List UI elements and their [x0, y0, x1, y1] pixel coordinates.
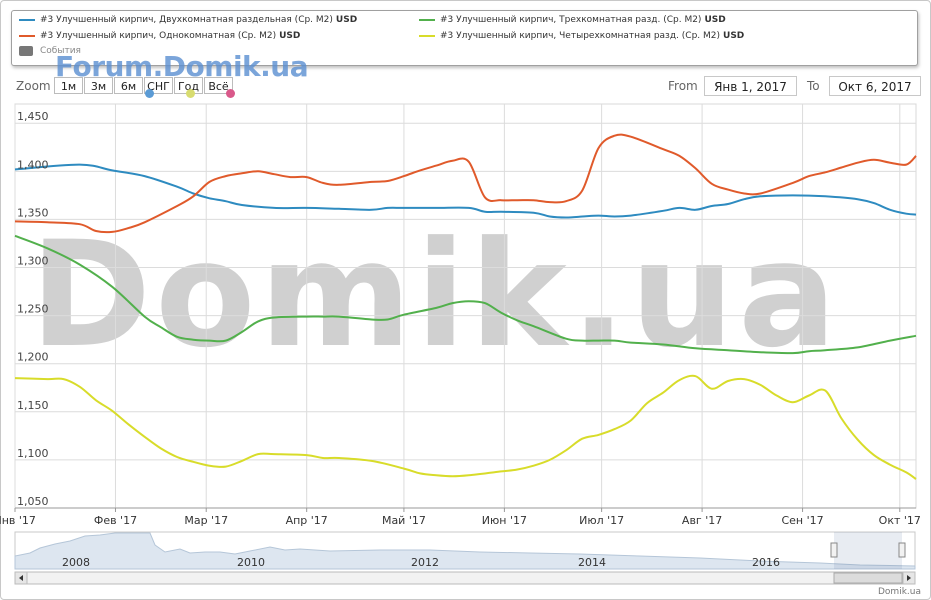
x-tick-label: Май '17 [382, 514, 426, 527]
scrollbar-track[interactable] [14, 571, 916, 585]
y-tick-label: 1,400 [17, 158, 49, 171]
y-tick-label: 1,150 [17, 399, 49, 412]
x-tick-label: Янв '17 [0, 514, 36, 527]
series-line-four-room[interactable] [14, 374, 917, 480]
navigator-area [14, 532, 916, 570]
legend-swatch [419, 19, 435, 21]
range-from-label: From [668, 79, 698, 93]
x-tick-label: Апр '17 [286, 514, 328, 527]
legend-label: #3 Улучшенный кирпич, Двухкомнатная разд… [40, 15, 333, 25]
y-tick-label: 1,050 [17, 495, 49, 508]
plot-area [14, 103, 917, 509]
y-tick-label: 1,100 [17, 447, 49, 460]
navigator-year-label: 2016 [752, 556, 780, 569]
legend-unit: USD [723, 31, 745, 41]
navigator-selection[interactable] [834, 532, 902, 569]
legend-label: #3 Улучшенный кирпич, Трехкомнатная разд… [440, 15, 702, 25]
y-tick-label: 1,300 [17, 255, 49, 268]
navigator[interactable]: 2008 2010 2012 2014 2016 [14, 531, 916, 585]
legend-unit: USD [704, 15, 726, 25]
arrow-left-icon [19, 575, 23, 581]
x-tick-label: Июн '17 [482, 514, 527, 527]
series-line-three-room[interactable] [14, 234, 917, 355]
navigator-year-label: 2010 [237, 556, 265, 569]
legend-label: #3 Улучшенный кирпич, Однокомнатная (Ср.… [40, 31, 277, 41]
y-tick-label: 1,250 [17, 303, 49, 316]
series-lines [14, 133, 917, 480]
navigator-left-handle[interactable] [830, 542, 838, 558]
grid-lines [14, 103, 917, 509]
legend-box: #3 Улучшенный кирпич, Двухкомнатная разд… [11, 10, 918, 66]
x-tick-label: Авг '17 [682, 514, 722, 527]
legend-item-one-room[interactable]: #3 Улучшенный кирпич, Однокомнатная (Ср.… [19, 31, 300, 41]
zoom-all-button[interactable]: Всё [204, 77, 233, 94]
legend-item-four-room[interactable]: #3 Улучшенный кирпич, Четырехкомнатная р… [419, 31, 744, 41]
legend-swatch [19, 35, 35, 37]
axes: 1,050 1,100 1,150 1,200 1,250 1,300 1,350 1,400… [0, 110, 921, 527]
range-from-input[interactable]: Янв 1, 2017 [704, 76, 797, 96]
legend-events-label: События [40, 46, 81, 56]
legend-unit: USD [279, 31, 301, 41]
navigator-right-handle[interactable] [898, 542, 906, 558]
event-dot-icon[interactable] [145, 89, 154, 98]
zoom-1m-button[interactable]: 1м [54, 77, 83, 94]
series-line-one-room[interactable] [14, 133, 917, 234]
navigator-year-label: 2012 [411, 556, 439, 569]
legend-item-two-room[interactable]: #3 Улучшенный кирпич, Двухкомнатная разд… [19, 15, 357, 25]
legend-item-events[interactable]: События [19, 46, 81, 56]
legend-item-three-room[interactable]: #3 Улучшенный кирпич, Трехкомнатная разд… [419, 15, 726, 25]
series-line-two-room[interactable] [14, 163, 917, 219]
range-to-label: To [807, 79, 820, 93]
legend-unit: USD [335, 15, 358, 25]
legend-label: #3 Улучшенный кирпич, Четырехкомнатная р… [440, 31, 721, 41]
x-tick-label: Сен '17 [781, 514, 823, 527]
legend-swatch [419, 35, 435, 37]
event-dot-icon[interactable] [226, 89, 235, 98]
zoom-label: Zoom [16, 79, 51, 93]
x-tick-label: Июл '17 [579, 514, 624, 527]
y-tick-label: 1,200 [17, 351, 49, 364]
y-tick-label: 1,350 [17, 206, 49, 219]
navigator-year-label: 2014 [578, 556, 606, 569]
events-flag-icon [19, 46, 33, 56]
legend-swatch [19, 19, 35, 21]
zoom-6m-button[interactable]: 6м [114, 77, 143, 94]
event-dot-icon[interactable] [186, 89, 195, 98]
arrow-right-icon [907, 575, 911, 581]
y-tick-label: 1,450 [17, 110, 49, 123]
range-to-input[interactable]: Окт 6, 2017 [829, 76, 921, 96]
navigator-year-label: 2008 [62, 556, 90, 569]
zoom-3m-button[interactable]: 3м [84, 77, 113, 94]
credit-label: Domik.ua [878, 587, 921, 597]
x-tick-label: Мар '17 [184, 514, 228, 527]
x-tick-label: Фев '17 [94, 514, 137, 527]
scrollbar-thumb[interactable] [833, 572, 903, 584]
x-tick-label: Окт '17 [879, 514, 921, 527]
